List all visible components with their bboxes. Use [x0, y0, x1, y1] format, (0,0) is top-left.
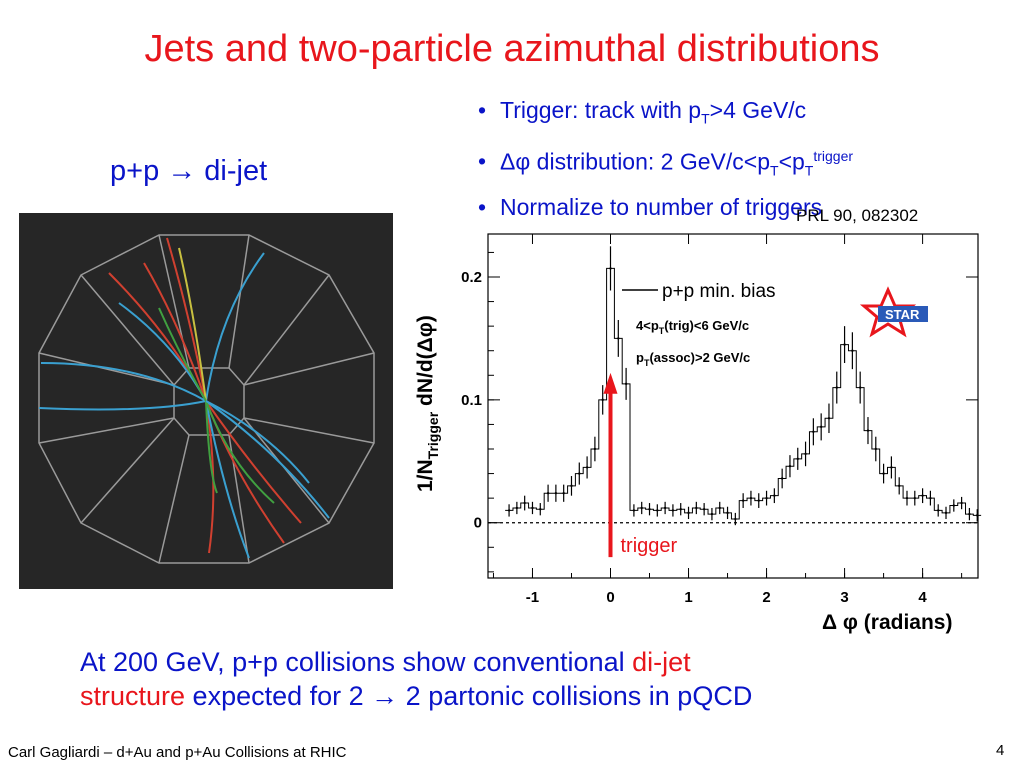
y-tick-label: 0.2 — [461, 269, 482, 286]
annotation-assoc-range: pT(assoc)>2 GeV/c — [636, 350, 750, 368]
x-tick-label: 1 — [684, 589, 692, 606]
bullet-sub: T — [804, 161, 814, 178]
x-tick-label: 0 — [606, 589, 614, 606]
x-tick-label: -1 — [526, 589, 539, 606]
y-tick-label: 0 — [474, 515, 482, 532]
right-arrow-icon: → — [371, 681, 399, 711]
x-axis-title: Δ φ (radians) — [822, 611, 952, 634]
bullet-text: Normalize to number of triggers — [500, 193, 823, 220]
footer-author: Carl Gagliardi – d+Au and p+Au Collision… — [8, 744, 347, 761]
conclusion-part: At 200 GeV, p+p collisions show conventi… — [80, 647, 633, 677]
bullet-text: >4 GeV/c — [709, 97, 807, 123]
plot-frame — [487, 233, 979, 579]
y-tick-label: 0.1 — [461, 392, 482, 409]
x-tick-label: 4 — [918, 589, 927, 606]
slide-title: Jets and two-particle azimuthal distribu… — [144, 28, 880, 70]
dijet-text: p+p — [110, 155, 168, 187]
detector-event-svg — [38, 234, 375, 564]
bullet-sub: T — [701, 110, 710, 127]
bullet-trigger: • Trigger: track with pT>4 GeV/c — [478, 97, 807, 127]
trigger-arrow — [603, 372, 618, 558]
event-display-image — [19, 213, 393, 589]
series-line-pp-min-bias — [505, 267, 982, 520]
x-axis: -1 0 1 2 3 4 — [492, 234, 963, 606]
conclusion-highlight: di-jet — [632, 647, 691, 677]
annotation-trigger-range: 4<pT(trig)<6 GeV/c — [636, 318, 749, 336]
star-logo-bar — [878, 306, 928, 322]
dijet-label: p+p → di-jet — [110, 155, 267, 188]
x-tick-label: 2 — [762, 589, 770, 606]
star-logo-text: STAR — [885, 307, 920, 322]
conclusion-highlight: structure — [80, 681, 186, 711]
detector-outline — [38, 234, 375, 564]
reference-label: PRL 90, 082302 — [796, 206, 919, 225]
y-axis-title: 1/NTrigger dN/d(Δφ) — [414, 315, 441, 492]
bullet-text: Δφ distribution: 2 GeV/c<p — [500, 148, 770, 175]
trigger-label: trigger — [621, 535, 678, 557]
conclusion-part: 2 partonic collisions in pQCD — [398, 681, 753, 711]
x-tick-label: 3 — [840, 589, 848, 606]
bullet-text: Trigger: track with p — [500, 97, 702, 123]
conclusion-part: expected for 2 — [185, 681, 372, 711]
legend-label: p+p min. bias — [662, 281, 776, 302]
bullet-text: <p — [778, 148, 805, 175]
page-number: 4 — [996, 742, 1005, 759]
right-arrow-icon: → — [167, 155, 197, 187]
particle-tracks — [38, 237, 330, 559]
chart-svg: -1 0 1 2 3 4 0 0.1 0.2 trigger p+p min. bias 4<… — [414, 233, 982, 634]
dphi-chart: -1 0 1 2 3 4 0 0.1 0.2 trigger p+p min. bias 4<… — [400, 222, 1000, 642]
bullet-distribution: • Δφ distribution: 2 GeV/c<pT<pTtrigger — [478, 147, 854, 178]
conclusion-text: At 200 GeV, p+p collisions show conventi… — [80, 645, 980, 713]
bullet-sup: trigger — [813, 147, 854, 164]
bullet-normalize: • Normalize to number of triggers — [478, 193, 823, 220]
bullet-sub: T — [770, 161, 779, 178]
y-axis: 0 0.1 0.2 — [461, 251, 978, 573]
dijet-text: di-jet — [196, 155, 268, 187]
star-logo: STAR — [859, 286, 928, 338]
bullet-list: • Trigger: track with pT>4 GeV/c • Δφ dist… — [478, 92, 998, 226]
